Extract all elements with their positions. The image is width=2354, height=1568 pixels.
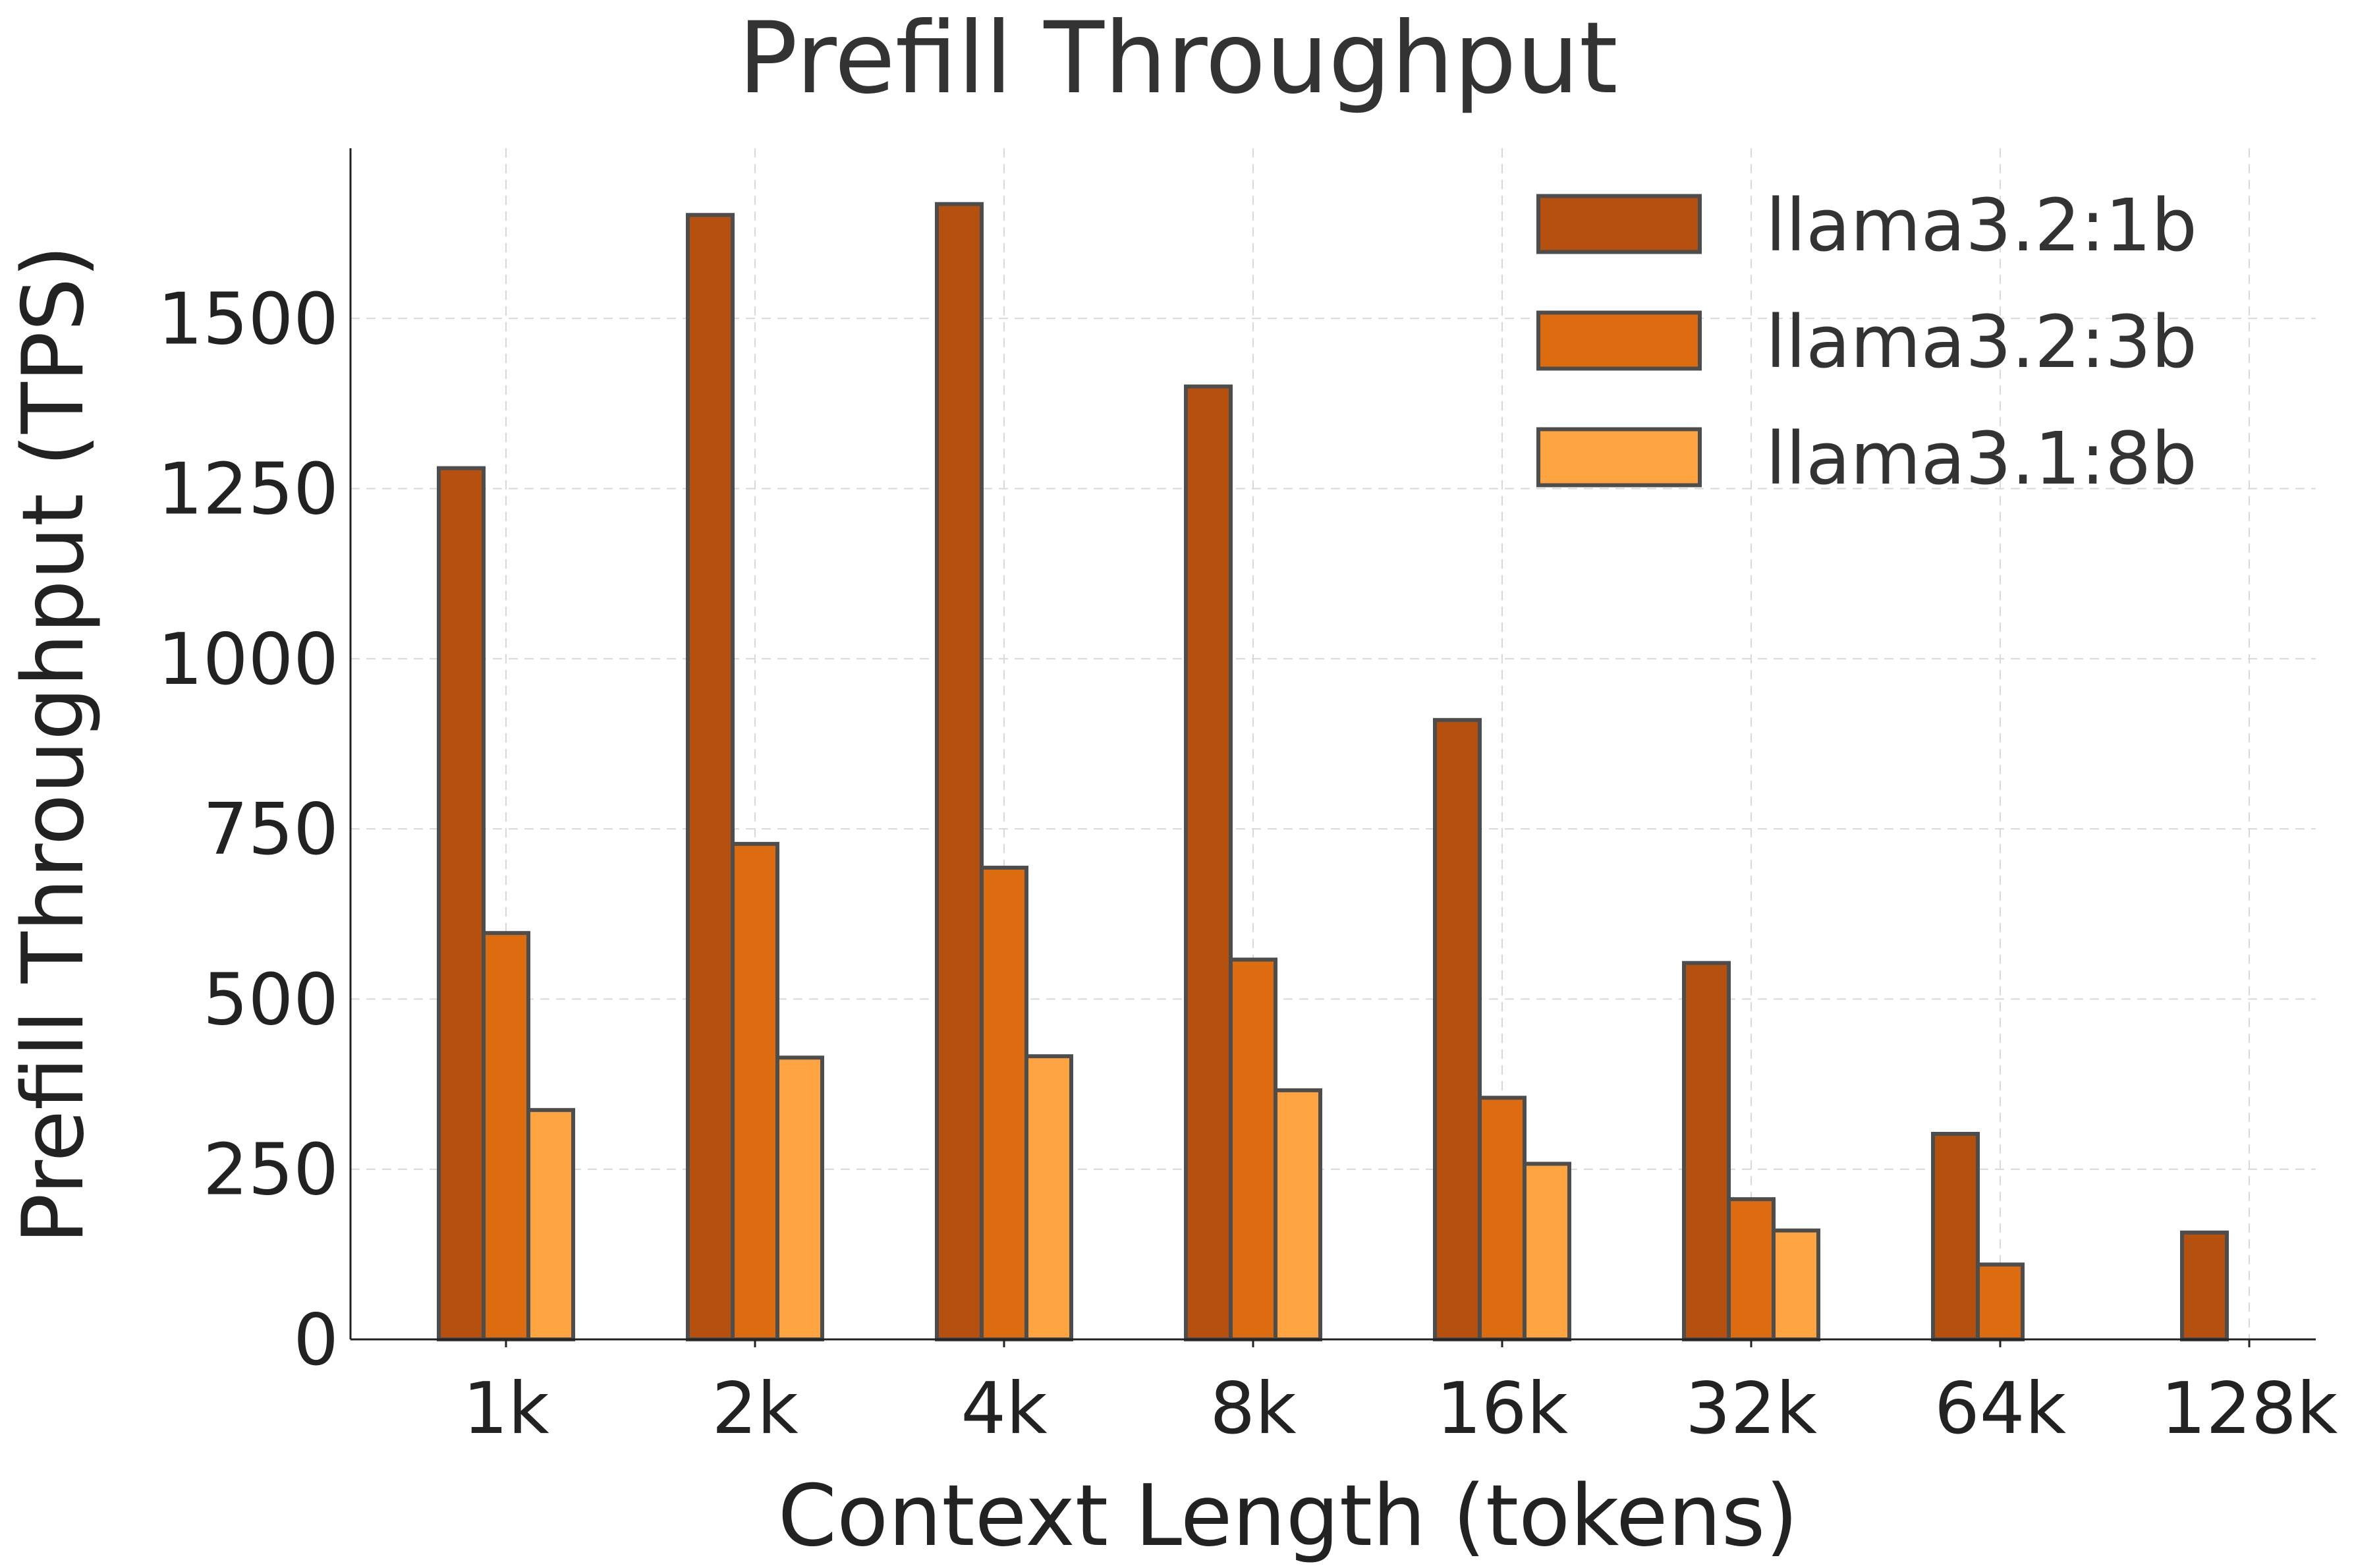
y-tick-label: 250 (203, 1129, 339, 1212)
y-tick-label: 750 (203, 789, 339, 871)
y-tick-labels: 0 250 500 750 1000 1250 1500 (157, 278, 339, 1382)
legend-swatch (1536, 427, 1702, 488)
bars (437, 202, 2229, 1342)
grid (350, 148, 2316, 1339)
bar-llama3-2-1b-128k (2180, 1230, 2229, 1342)
bar-llama3-2-3b-64k (1976, 1262, 2025, 1341)
bar-llama3-1-8b-4k (1024, 1054, 1073, 1341)
x-tick-label: 4k (961, 1368, 1048, 1450)
bar-llama3-2-1b-1k (437, 466, 486, 1341)
bar-llama3-1-8b-2k (775, 1055, 824, 1341)
bar-llama3-2-1b-8k (1184, 384, 1233, 1341)
chart-title: Prefill Throughput (738, 1, 1617, 116)
x-tick-label: 32k (1685, 1368, 1817, 1450)
bar-llama3-2-1b-2k (686, 213, 735, 1341)
y-axis-title: Prefill Throughput (TPS) (5, 245, 103, 1245)
legend-swatch (1536, 194, 1702, 254)
x-tick-label: 128k (2161, 1368, 2338, 1450)
bar-llama3-2-3b-16k (1478, 1096, 1527, 1341)
bar-llama3-1-8b-16k (1523, 1162, 1571, 1341)
bar-llama3-2-3b-4k (980, 866, 1028, 1341)
bar-llama3-2-3b-1k (482, 931, 530, 1342)
x-tick-label: 2k (712, 1368, 799, 1450)
bar-llama3-2-3b-8k (1229, 957, 1277, 1341)
y-tick-label: 1000 (157, 619, 339, 701)
y-tick-label: 500 (203, 959, 339, 1041)
y-tick-label: 0 (293, 1299, 339, 1382)
x-tick-label: 16k (1436, 1368, 1568, 1450)
legend-swatch (1536, 310, 1702, 371)
bar-llama3-2-1b-32k (1682, 961, 1731, 1341)
bar-llama3-2-1b-64k (1931, 1131, 1980, 1341)
x-tick-label: 64k (1934, 1368, 2066, 1450)
bar-llama3-1-8b-8k (1274, 1088, 1322, 1342)
bar-llama3-2-3b-2k (731, 841, 779, 1341)
bar-llama3-2-3b-32k (1727, 1197, 1776, 1342)
x-tick-labels: 1k 2k 4k 8k 16k 32k 64k 128k (462, 1339, 2338, 1450)
x-axis-title: Context Length (tokens) (778, 1467, 1799, 1565)
bar-llama3-2-1b-16k (1433, 717, 1482, 1341)
legend-label: llama3.2:1b (1766, 183, 2197, 267)
axes (349, 148, 2316, 1341)
y-tick-label: 1250 (157, 449, 339, 531)
bar-llama3-1-8b-32k (1772, 1228, 1820, 1341)
x-tick-label: 8k (1210, 1368, 1297, 1450)
legend: llama3.2:1b llama3.2:3b llama3.1:8b (1536, 183, 2197, 501)
legend-label: llama3.2:3b (1766, 300, 2197, 384)
bar-llama3-1-8b-1k (526, 1107, 575, 1341)
x-tick-label: 1k (462, 1368, 549, 1450)
bar-llama3-2-1b-4k (935, 202, 984, 1341)
y-tick-label: 1500 (157, 278, 339, 360)
legend-label: llama3.1:8b (1766, 416, 2197, 501)
